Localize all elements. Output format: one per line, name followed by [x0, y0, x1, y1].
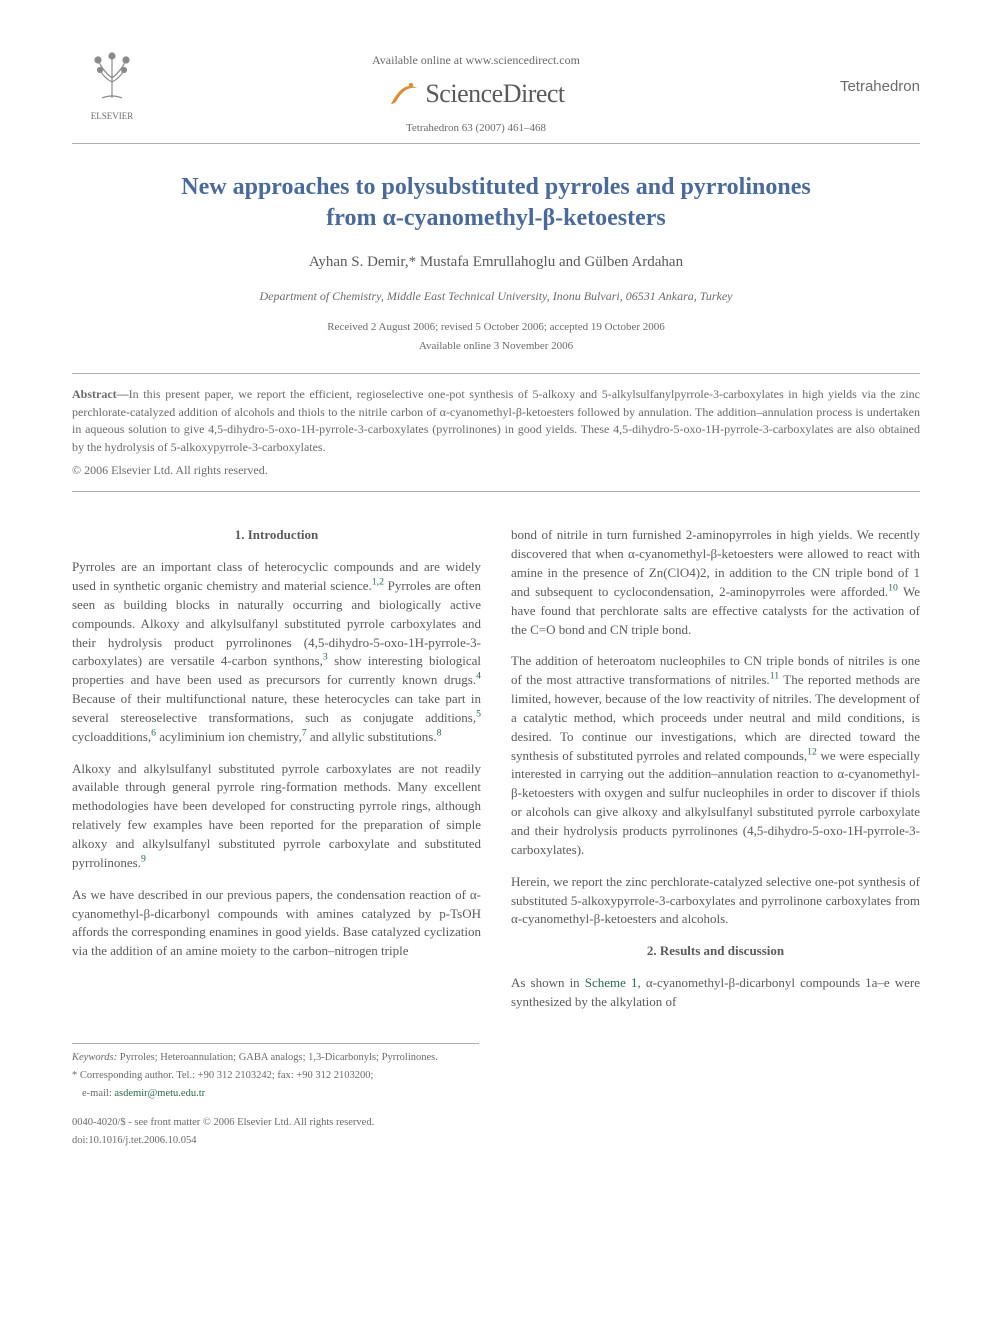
citation-line: Tetrahedron 63 (2007) 461–468: [152, 121, 800, 137]
intro-para-5: Herein, we report the zinc perchlorate-c…: [511, 873, 920, 930]
header-center: Available online at www.sciencedirect.co…: [152, 48, 800, 137]
section-2-heading: 2. Results and discussion: [511, 942, 920, 961]
front-matter-line: 0040-4020/$ - see front matter © 2006 El…: [72, 1115, 920, 1130]
article-title: New approaches to polysubstituted pyrrol…: [72, 172, 920, 234]
affiliation: Department of Chemistry, Middle East Tec…: [72, 288, 920, 305]
right-column: bond of nitrile in turn furnished 2-amin…: [511, 526, 920, 1024]
keywords-text: Pyrroles; Heteroannulation; GABA analogs…: [117, 1052, 438, 1063]
scheme-1-link[interactable]: Scheme 1: [585, 975, 638, 990]
footnotes-block: Keywords: Pyrroles; Heteroannulation; GA…: [72, 1043, 479, 1102]
keywords-label: Keywords:: [72, 1052, 117, 1063]
elsevier-logo-block: ELSEVIER: [72, 48, 152, 123]
ref-1-2[interactable]: 1,2: [372, 577, 384, 588]
ref-12[interactable]: 12: [807, 746, 817, 757]
doi-line: doi:10.1016/j.tet.2006.10.054: [72, 1133, 920, 1148]
results-para-1: As shown in Scheme 1, α-cyanomethyl-β-di…: [511, 974, 920, 1012]
sciencedirect-text: ScienceDirect: [425, 75, 564, 113]
abstract-body: In this present paper, we report the eff…: [72, 387, 920, 453]
journal-name: Tetrahedron: [800, 48, 920, 98]
elsevier-label: ELSEVIER: [72, 110, 152, 123]
left-column: 1. Introduction Pyrroles are an importan…: [72, 526, 481, 1024]
keywords-line: Keywords: Pyrroles; Heteroannulation; GA…: [72, 1050, 479, 1065]
email-label: e-mail:: [82, 1088, 114, 1099]
section-1-heading: 1. Introduction: [72, 526, 481, 545]
intro-para-2: Alkoxy and alkylsulfanyl substituted pyr…: [72, 760, 481, 873]
sciencedirect-logo: ScienceDirect: [387, 75, 564, 113]
email-line: e-mail: asdemir@metu.edu.tr: [72, 1086, 479, 1101]
ref-9[interactable]: 9: [141, 854, 146, 865]
page-footer: 0040-4020/$ - see front matter © 2006 El…: [72, 1115, 920, 1147]
online-date: Available online 3 November 2006: [72, 339, 920, 355]
email-link[interactable]: asdemir@metu.edu.tr: [114, 1088, 205, 1099]
available-online-text: Available online at www.sciencedirect.co…: [152, 52, 800, 69]
elsevier-tree-icon: [84, 48, 140, 104]
ref-11[interactable]: 11: [770, 671, 779, 682]
page-header: ELSEVIER Available online at www.science…: [72, 48, 920, 144]
intro-para-1: Pyrroles are an important class of heter…: [72, 558, 481, 746]
abstract-block: Abstract—In this present paper, we repor…: [72, 373, 920, 492]
received-dates: Received 2 August 2006; revised 5 Octobe…: [72, 320, 920, 336]
ref-10[interactable]: 10: [888, 583, 898, 594]
abstract-text: Abstract—In this present paper, we repor…: [72, 386, 920, 456]
abstract-copyright: © 2006 Elsevier Ltd. All rights reserved…: [72, 462, 920, 479]
author-list: Ayhan S. Demir,* Mustafa Emrullahoglu an…: [72, 252, 920, 274]
title-line-2: from α-cyanomethyl-β-ketoesters: [326, 205, 666, 231]
sciencedirect-swoosh-icon: [387, 78, 419, 110]
title-line-1: New approaches to polysubstituted pyrrol…: [181, 174, 810, 200]
ref-5[interactable]: 5: [476, 709, 481, 720]
intro-para-3-cont: bond of nitrile in turn furnished 2-amin…: [511, 526, 920, 639]
page-container: ELSEVIER Available online at www.science…: [0, 0, 992, 1188]
ref-8[interactable]: 8: [437, 727, 442, 738]
intro-para-3: As we have described in our previous pap…: [72, 886, 481, 961]
ref-4[interactable]: 4: [476, 671, 481, 682]
two-column-body: 1. Introduction Pyrroles are an importan…: [72, 526, 920, 1024]
abstract-lead: Abstract—: [72, 387, 129, 401]
header-top-row: ELSEVIER Available online at www.science…: [72, 48, 920, 137]
intro-para-4: The addition of heteroatom nucleophiles …: [511, 652, 920, 859]
corresponding-author-line: * Corresponding author. Tel.: +90 312 21…: [72, 1068, 479, 1083]
